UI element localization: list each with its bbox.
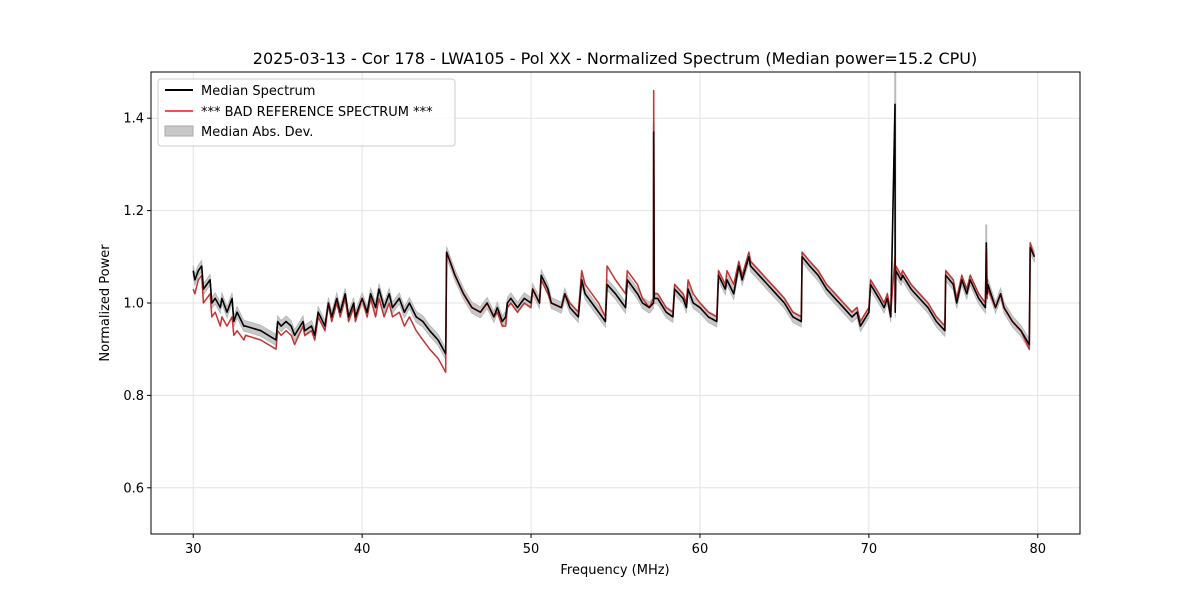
y-tick-label: 1.0 [123,297,144,312]
y-axis-label: Normalized Power [98,244,113,362]
y-tick-label: 1.4 [123,112,144,127]
x-tick-label: 80 [1029,542,1046,557]
series-lines-layer [192,89,1036,374]
legend-reference-label: *** BAD REFERENCE SPECTRUM *** [201,105,433,120]
chart-title: 2025-03-13 - Cor 178 - LWA105 - Pol XX -… [253,49,977,68]
x-tick-label: 60 [692,542,709,557]
x-tick-label: 30 [185,542,202,557]
legend-box [157,78,456,147]
legend-median-label: Median Spectrum [201,84,315,99]
y-axis-ticks: 0.6 0.8 1.0 1.2 1.4 [123,112,151,496]
x-tick-label: 40 [354,542,371,557]
median-spectrum-line [192,103,1036,355]
legend-mad-label: Median Abs. Dev. [201,125,313,140]
overlap-line [192,89,1035,373]
y-tick-label: 0.8 [123,389,144,404]
y-tick-label: 1.2 [123,204,144,219]
x-axis-label: Frequency (MHz) [560,563,669,578]
y-tick-label: 0.6 [123,481,144,496]
x-axis-ticks: 30 40 50 60 70 80 [185,534,1046,557]
legend-mad-swatch [164,125,194,137]
x-tick-label: 50 [523,542,540,557]
x-tick-label: 70 [861,542,878,557]
legend: Median Spectrum *** BAD REFERENCE SPECTR… [157,78,456,147]
